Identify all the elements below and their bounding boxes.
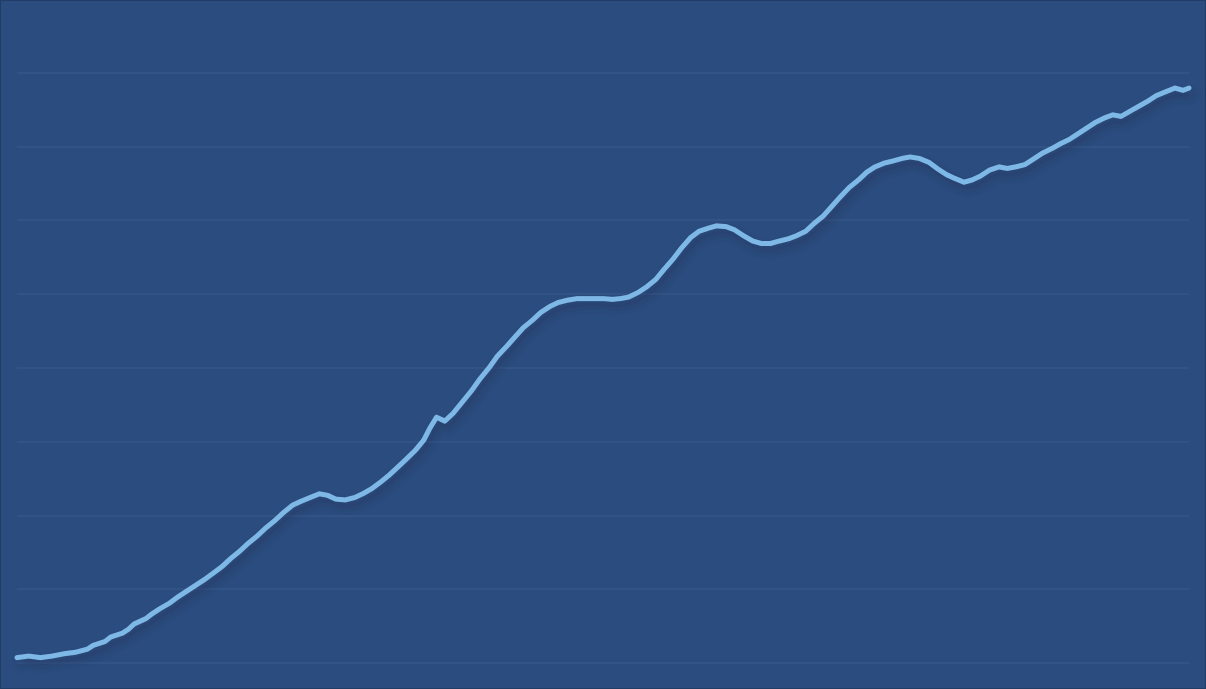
chart-svg (0, 0, 1206, 689)
chart-background (0, 0, 1206, 689)
line-chart (0, 0, 1206, 689)
